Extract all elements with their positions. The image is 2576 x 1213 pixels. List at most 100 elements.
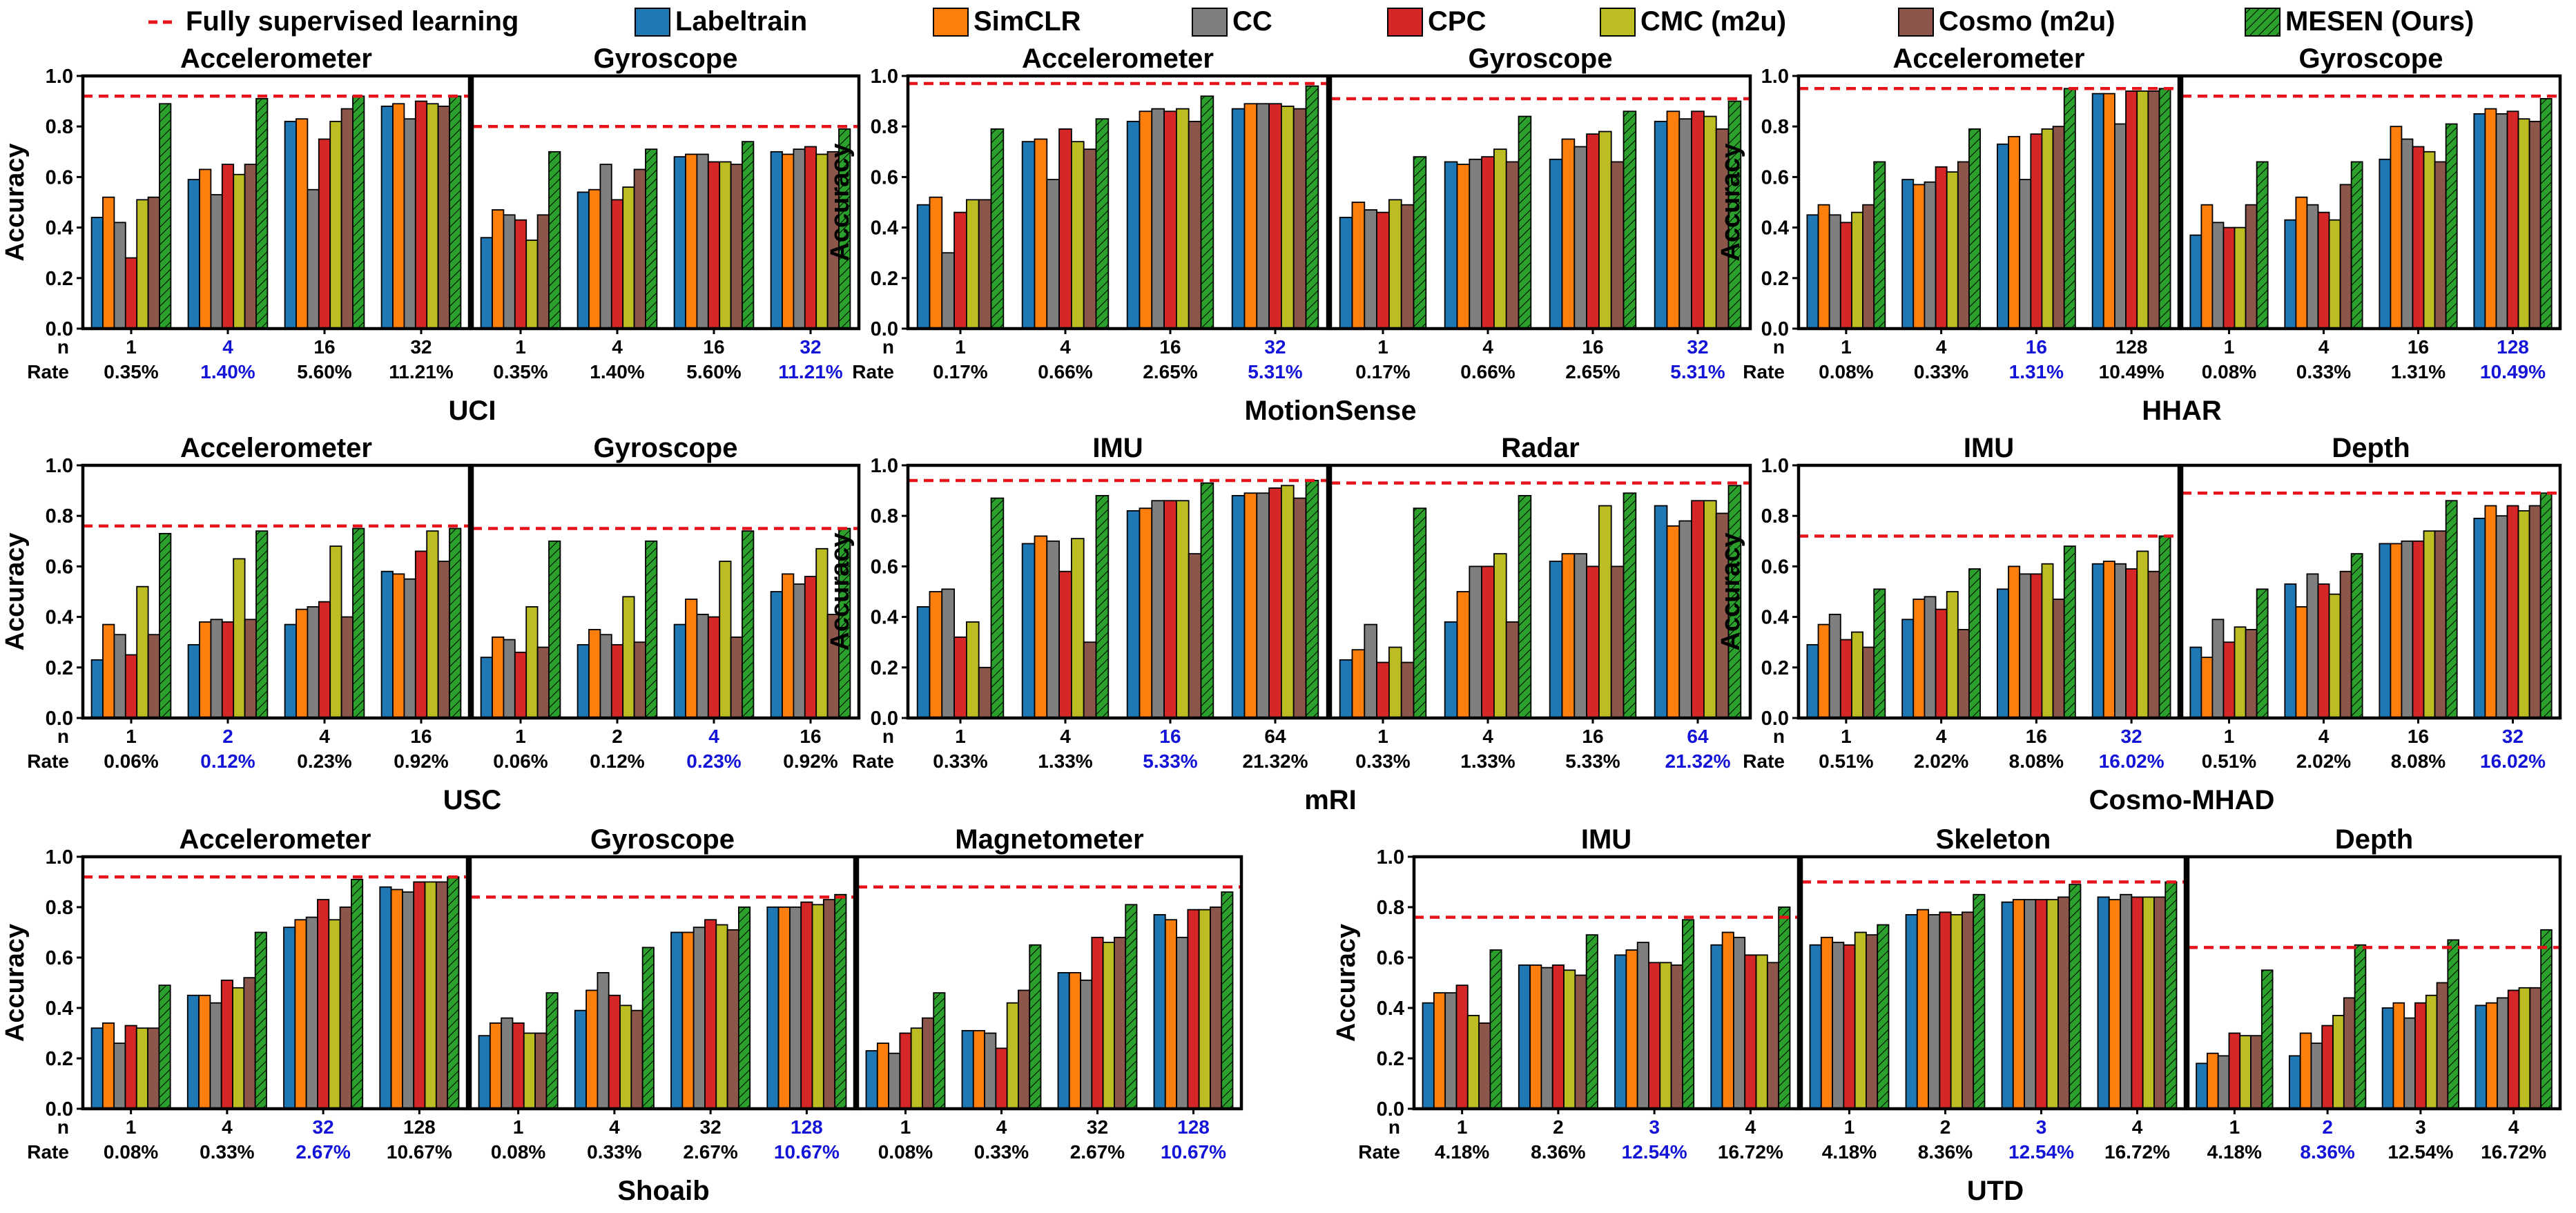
bar-cmc-m2u- bbox=[715, 924, 728, 1109]
chart-panel-mri-radar: Radar 1 0.33% 4 1.33% 16 5.33% 64 21.32% bbox=[1328, 433, 1752, 772]
dataset-label: mRI bbox=[1304, 785, 1357, 815]
bar-simclr bbox=[198, 994, 211, 1109]
bar-cosmo-m2u- bbox=[1610, 161, 1625, 329]
rate-tick-label: 0.33% bbox=[587, 1141, 641, 1163]
bar-cosmo-m2u- bbox=[2436, 982, 2449, 1109]
n-tick-label: 1 bbox=[955, 726, 966, 747]
bar-cosmo-m2u- bbox=[1766, 962, 1780, 1109]
rate-tick-label: 0.23% bbox=[297, 750, 351, 772]
bar-cmc-m2u- bbox=[1388, 199, 1402, 329]
plot-frame bbox=[470, 463, 861, 720]
rate-tick-label: 10.49% bbox=[2480, 361, 2546, 382]
bar-cosmo-m2u- bbox=[2339, 184, 2352, 329]
bar-cc bbox=[696, 614, 709, 719]
bar-cpc bbox=[2506, 110, 2519, 329]
bar-labeltrain bbox=[2284, 219, 2297, 329]
bar-labeltrain bbox=[1231, 495, 1246, 719]
bar-mesen-ours- bbox=[1518, 495, 1532, 719]
rate-tick-label: 2.67% bbox=[296, 1141, 350, 1163]
bar-simclr bbox=[1164, 919, 1177, 1109]
dataset-label: MotionSense bbox=[1245, 396, 1417, 426]
rate-tick-label: 0.08% bbox=[878, 1141, 933, 1163]
n-tick-label: 16 bbox=[410, 726, 432, 747]
chart-panel-motionsense-accelerometer: Accelerometer 0.0 0.2 0.4 0.6 0.8 1.0 Accuracy n… bbox=[826, 43, 1330, 382]
bar-cmc-m2u- bbox=[719, 561, 732, 719]
y-tick-label: 0.8 bbox=[871, 116, 898, 138]
bar-cosmo-m2u- bbox=[730, 164, 743, 329]
bar-mesen-ours- bbox=[449, 95, 462, 329]
bar-mesen-ours- bbox=[2539, 492, 2553, 719]
bar-cosmo-m2u- bbox=[243, 977, 256, 1109]
n-row-label: n bbox=[882, 336, 894, 358]
n-tick-label: 1 bbox=[1377, 726, 1388, 747]
plot-frame bbox=[1797, 463, 2181, 720]
plot-frame bbox=[1412, 855, 1801, 1111]
plot-frame bbox=[1328, 463, 1752, 720]
bars bbox=[478, 893, 847, 1109]
bar-mesen-ours- bbox=[159, 103, 172, 329]
legend-label: Fully supervised learning bbox=[186, 6, 519, 37]
bar-cpc bbox=[953, 211, 967, 329]
bar-simclr bbox=[2102, 561, 2115, 719]
bar-mesen-ours- bbox=[1095, 118, 1110, 329]
bar-simclr bbox=[392, 573, 405, 719]
bar-labeltrain bbox=[284, 623, 297, 719]
bar-cmc-m2u- bbox=[1851, 211, 1863, 329]
bar-simclr bbox=[2008, 565, 2021, 719]
bar-labeltrain bbox=[673, 623, 686, 719]
bar-cc bbox=[1256, 492, 1270, 719]
bar-cc bbox=[113, 1042, 126, 1109]
rate-tick-label: 0.06% bbox=[493, 750, 548, 772]
n-tick-label: 128 bbox=[2497, 336, 2529, 358]
rate-tick-label: 16.02% bbox=[2099, 750, 2165, 772]
bar-mesen-ours- bbox=[2158, 535, 2171, 719]
bar-cpc bbox=[1939, 911, 1952, 1109]
bar-cmc-m2u- bbox=[1598, 505, 1612, 719]
y-axis: 0.0 0.2 0.4 0.6 0.8 1.0 Accuracy bbox=[1, 846, 83, 1120]
bar-simclr bbox=[782, 153, 795, 329]
legend-label: SimCLR bbox=[974, 6, 1081, 37]
y-axis-label: Accuracy bbox=[826, 532, 855, 650]
bar-cpc bbox=[1839, 639, 1852, 719]
bar-cc bbox=[210, 194, 223, 329]
bar-cc bbox=[1678, 520, 1692, 719]
bar-cosmo-m2u- bbox=[1478, 1022, 1491, 1109]
bar-simclr bbox=[492, 636, 505, 719]
bar-cosmo-m2u- bbox=[244, 164, 257, 329]
rate-tick-label: 0.08% bbox=[104, 1141, 158, 1163]
bar-cmc-m2u- bbox=[811, 904, 824, 1109]
bar-simclr bbox=[588, 188, 601, 329]
bar-cc bbox=[2497, 997, 2509, 1109]
bar-mesen-ours- bbox=[1623, 110, 1637, 329]
bar-mesen-ours- bbox=[1968, 568, 1982, 719]
bar-cc bbox=[2211, 619, 2225, 719]
panel-title: IMU bbox=[1581, 824, 1631, 855]
bar-cmc-m2u- bbox=[1563, 969, 1576, 1109]
bar-cpc bbox=[2507, 989, 2520, 1109]
bar-cmc-m2u- bbox=[2518, 987, 2531, 1109]
bar-simclr bbox=[2390, 126, 2403, 329]
y-axis-label: Accuracy bbox=[1, 143, 30, 261]
panel-title: IMU bbox=[1964, 433, 2014, 463]
bar-mesen-ours- bbox=[1200, 95, 1214, 329]
bar-labeltrain bbox=[1905, 914, 1918, 1109]
bar-labeltrain bbox=[1996, 143, 2009, 329]
y-tick-label: 0.2 bbox=[46, 657, 73, 679]
bar-cpc bbox=[1648, 962, 1661, 1109]
bar-cc bbox=[403, 578, 416, 719]
n-row-label: n bbox=[1388, 1116, 1400, 1138]
bar-simclr bbox=[585, 989, 599, 1109]
bar-cc bbox=[1828, 214, 1841, 329]
legend-entry-8: MESEN (Ours) bbox=[2245, 6, 2474, 37]
y-tick-label: 0.8 bbox=[1377, 897, 1404, 919]
bar-mesen-ours- bbox=[2256, 588, 2269, 719]
bar-labeltrain bbox=[2379, 543, 2392, 719]
bar-cosmo-m2u- bbox=[147, 196, 160, 329]
bar-cosmo-m2u- bbox=[730, 636, 743, 719]
bar-cosmo-m2u- bbox=[2434, 530, 2447, 719]
n-tick-label: 1 bbox=[1377, 336, 1388, 358]
bar-cc bbox=[501, 1017, 514, 1109]
n-tick-label: 128 bbox=[791, 1116, 823, 1138]
rate-tick-label: 1.33% bbox=[1460, 750, 1515, 772]
